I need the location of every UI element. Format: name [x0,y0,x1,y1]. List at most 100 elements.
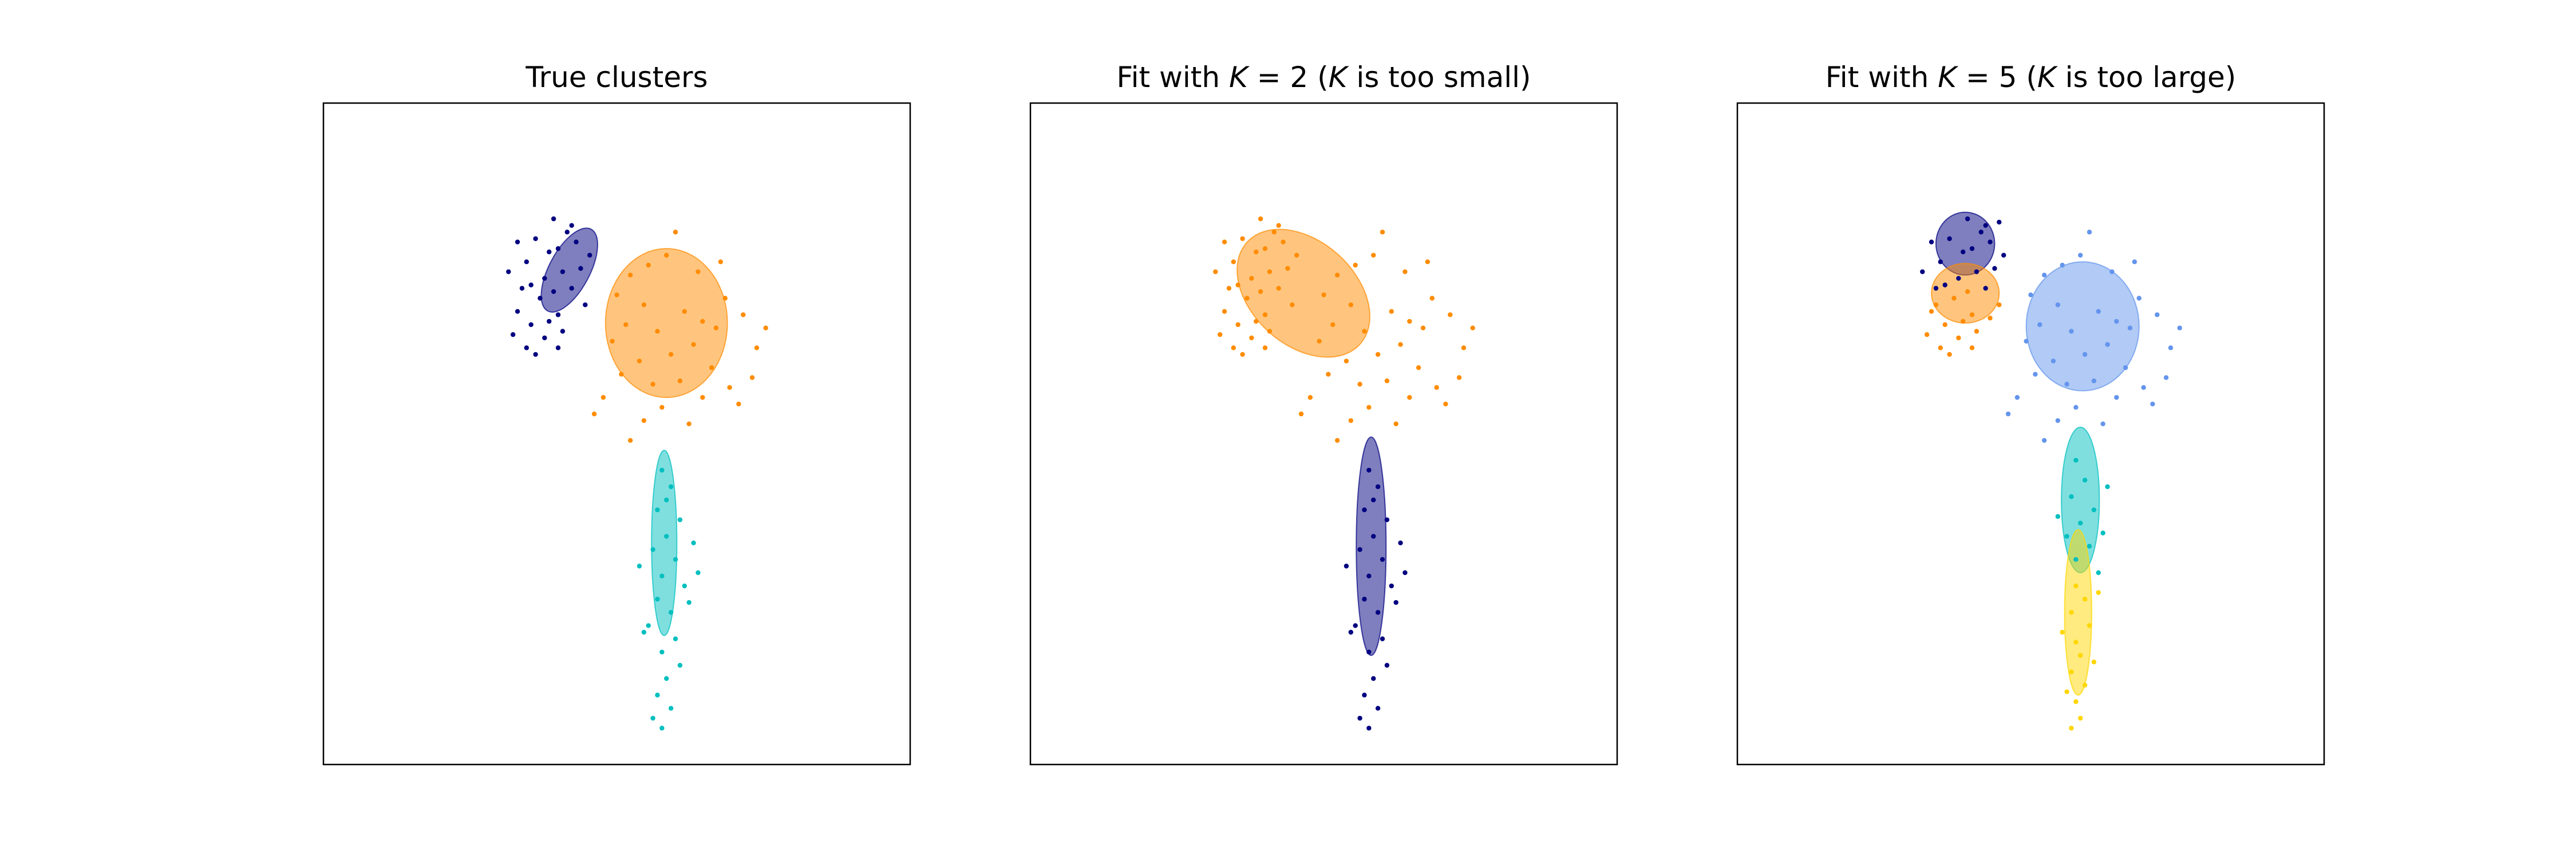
data-point [1974,329,1980,334]
data-point [2073,557,2079,562]
data-point [1393,421,1398,427]
data-point [1434,385,1439,390]
data-point [515,309,520,314]
data-point [2050,358,2056,364]
data-point [547,318,552,324]
data-point [2100,421,2105,427]
data-point [1307,395,1313,400]
data-point [1321,292,1326,298]
data-point [2055,302,2061,308]
data-point [2078,521,2083,526]
data-point [1254,249,1259,255]
data-point [691,540,696,546]
data-point [700,395,705,400]
data-point [2114,395,2119,400]
data-point [2082,478,2088,483]
data-point [1375,484,1381,490]
data-point [1213,269,1218,274]
data-point [1416,365,1421,371]
data-point [574,239,579,245]
data-point [659,467,665,473]
data-point [646,623,651,628]
data-point [2136,295,2142,301]
data-point [668,484,674,490]
panel-title-part: = 5 ( [1957,61,2037,94]
data-point [1384,663,1390,668]
data-point [1933,302,1939,308]
data-point [2060,629,2065,635]
data-point [1371,497,1376,503]
data-point [2055,418,2061,423]
panel-title-part: = 2 ( [1248,61,1329,94]
data-point [637,564,642,569]
data-point [2096,590,2101,595]
data-point [1276,223,1281,228]
data-point [524,259,530,265]
panel-title-part: K [2037,61,2059,94]
panel-title-part: K [1229,61,1250,94]
data-point [1366,649,1372,655]
cluster-ellipse [1931,263,2000,324]
data-point [1334,438,1340,443]
cluster-ellipse [2064,529,2092,696]
data-point [2064,381,2069,387]
data-point [2005,411,2011,417]
data-point [542,335,547,341]
data-point [2109,269,2115,274]
data-point [2096,570,2101,576]
data-point [673,636,678,641]
axes-frame [322,102,911,766]
data-point [1362,507,1367,513]
data-point [763,325,768,330]
data-point [2123,365,2128,371]
data-point [1317,338,1322,344]
data-point [1271,230,1277,235]
data-point [736,401,741,407]
data-point [637,358,642,364]
data-point [2168,345,2174,350]
data-point [1961,249,1966,255]
data-point [1969,345,1975,350]
data-point [1348,418,1354,423]
data-point [2096,309,2101,314]
data-point [1448,312,1453,317]
data-point [1262,246,1268,251]
data-point [519,286,525,291]
data-point [655,507,660,513]
data-point [1353,262,1358,268]
data-point [1938,345,1943,350]
data-point [1353,623,1358,628]
data-point [682,583,687,589]
data-point [2055,514,2061,519]
data-point [2087,623,2092,628]
data-point [1942,282,1947,287]
data-point [664,497,669,503]
data-point [1951,295,1957,301]
data-point [1947,236,1952,241]
data-point [1398,540,1403,546]
panel-title: Fit with K = 2 (K is too small) [1116,61,1531,94]
data-point [709,365,714,371]
data-point [1997,302,2002,308]
data-point [641,418,647,423]
data-point [1235,282,1240,287]
data-point [555,345,561,350]
data-point [655,692,660,698]
data-point [650,547,655,552]
panel-title-part: is too small) [1347,61,1531,94]
data-point [569,223,574,228]
data-point [1362,692,1367,698]
data-point [1371,253,1376,258]
data-point [2091,378,2097,384]
data-point [1294,253,1299,258]
data-point [619,372,624,377]
data-point [2091,659,2097,665]
data-point [1974,269,1980,274]
data-point [1443,401,1448,407]
data-point [659,726,665,731]
data-point [2001,253,2006,258]
data-point [542,275,547,281]
data-point [686,600,692,605]
data-point [1420,325,1426,330]
data-point [2073,405,2079,410]
